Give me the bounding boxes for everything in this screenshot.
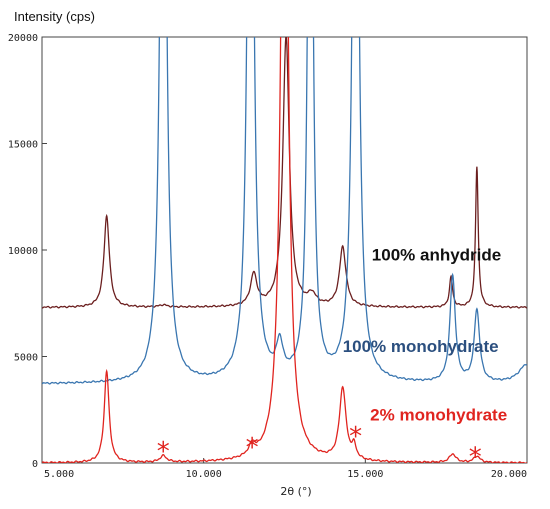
- y-tick-label: 20000: [8, 33, 38, 44]
- series-line-3: [42, 37, 527, 463]
- series-label: 100% monohydrate: [343, 337, 499, 356]
- x-tick-label: 10.000: [186, 469, 222, 480]
- y-axis-title: Intensity (cps): [14, 9, 95, 24]
- y-tick-label: 10000: [8, 246, 38, 257]
- asterisk-annotation: *: [469, 442, 482, 472]
- x-axis-title: 2θ (°): [280, 485, 311, 498]
- asterisk-annotation: *: [246, 433, 259, 463]
- y-tick-label: 15000: [8, 140, 38, 151]
- asterisk-annotation: *: [349, 422, 362, 452]
- y-tick-label: 0: [32, 459, 38, 470]
- x-tick-label: 15.000: [347, 469, 383, 480]
- x-tick-label: 5.000: [44, 469, 74, 480]
- annotations: * * * *: [157, 422, 482, 472]
- series-labels: 100% anhydride 100% monohydrate 2% monohyd…: [343, 246, 507, 425]
- series-line-1: [42, 37, 527, 309]
- y-tick-label: 5000: [14, 353, 38, 364]
- x-tick-label: 20.000: [491, 469, 527, 480]
- x-axis-ticks: 5.000 10.000 15.000 20.000: [41, 458, 528, 480]
- series-label: 2% monohydrate: [370, 405, 507, 424]
- plot-frame: [41, 36, 528, 464]
- series-line-2: [42, 37, 527, 385]
- series-label: 100% anhydride: [372, 246, 501, 265]
- y-axis-ticks: 0 5000 10000 15000 20000: [8, 33, 47, 470]
- asterisk-annotation: *: [157, 437, 170, 467]
